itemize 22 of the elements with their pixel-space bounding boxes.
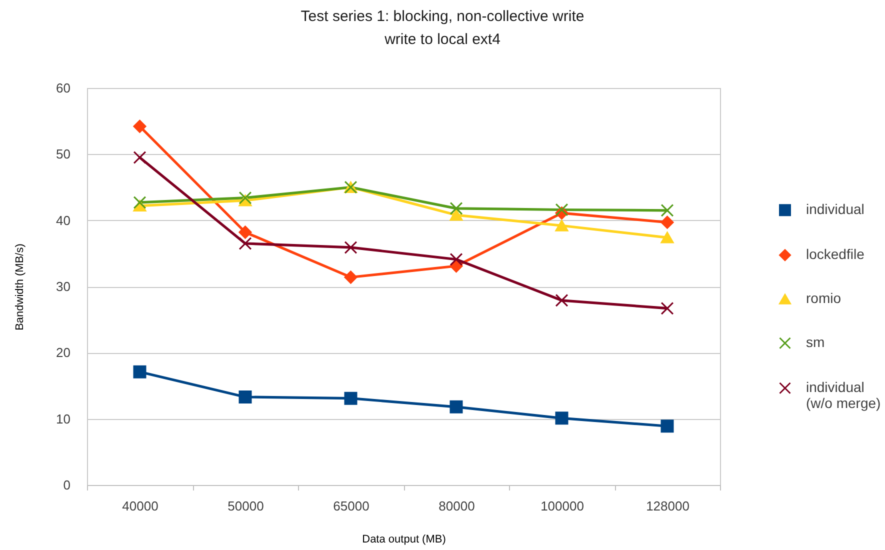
y-tick-label: 50 xyxy=(56,146,70,162)
y-tick-label: 60 xyxy=(56,80,70,96)
chart-subtitle: write to local ext4 xyxy=(384,31,500,48)
y-tick-label: 10 xyxy=(56,411,70,426)
legend-label: sm xyxy=(806,334,825,350)
x-tick-label: 65000 xyxy=(333,498,370,514)
y-tick-label: 40 xyxy=(56,212,70,228)
legend-label: individual (w/o merge) xyxy=(806,379,881,412)
y-tick-label: 0 xyxy=(63,478,70,492)
legend-label: individual xyxy=(806,201,864,218)
x-tick-label: 50000 xyxy=(228,498,264,514)
y-tick-label: 30 xyxy=(56,279,70,294)
x-axis-title: Data output (MB) xyxy=(362,534,446,546)
legend-label: lockedfile xyxy=(806,246,865,262)
x-tick-label: 40000 xyxy=(122,498,158,514)
chart-title: Test series 1: blocking, non-collective write xyxy=(300,8,584,25)
y-tick-label: 20 xyxy=(56,345,70,360)
y-axis-title: Bandwidth (MB/s) xyxy=(14,244,26,330)
x-tick-label: 100000 xyxy=(540,498,584,514)
legend-label: romio xyxy=(806,290,842,306)
x-tick-label: 128000 xyxy=(646,498,690,514)
x-tick-label: 80000 xyxy=(438,498,475,514)
